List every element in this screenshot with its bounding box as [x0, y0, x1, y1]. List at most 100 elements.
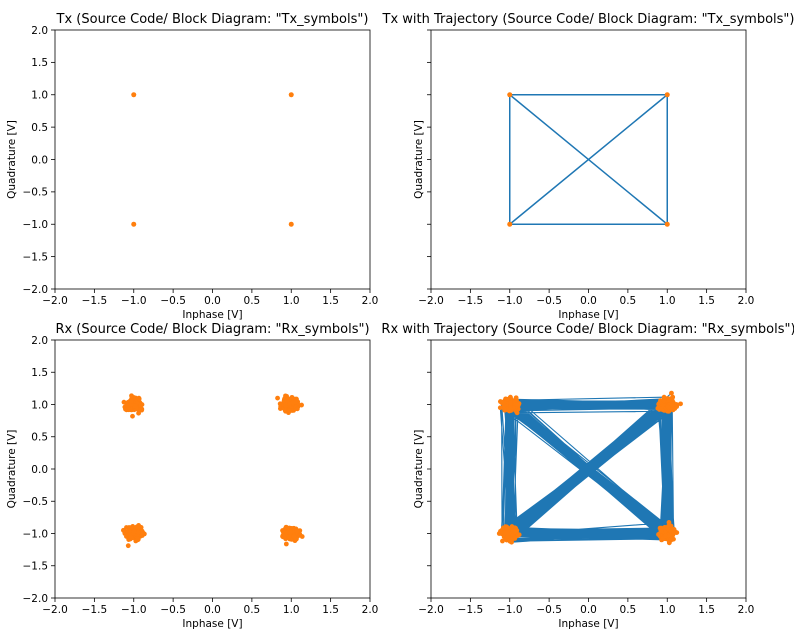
- x-axis-label: Inphase [V]: [182, 618, 242, 630]
- x-tick-label: −1.5: [458, 295, 484, 307]
- y-tick-label: −0.5: [23, 187, 49, 199]
- axes-frame: [54, 29, 371, 290]
- plot-area: [121, 393, 305, 549]
- data-point: [508, 406, 514, 412]
- y-tick-label: −1.5: [23, 251, 49, 263]
- data-point: [507, 221, 513, 227]
- data-point: [299, 402, 304, 408]
- data-point: [288, 221, 294, 227]
- x-tick-label: −2.0: [42, 604, 68, 616]
- plot-area: [507, 92, 670, 227]
- x-tick-label: 0.0: [580, 604, 597, 616]
- data-point: [678, 401, 683, 407]
- data-point: [658, 528, 664, 534]
- plot-area: [496, 390, 683, 546]
- data-point: [130, 413, 135, 419]
- data-point: [507, 92, 513, 98]
- chart-panel-1: Tx (Source Code/ Block Diagram: "Tx_symb…: [6, 12, 378, 321]
- chart-title: Tx (Source Code/ Block Diagram: "Tx_symb…: [56, 12, 369, 27]
- data-point: [136, 396, 142, 402]
- x-axis-label: Inphase [V]: [182, 309, 242, 321]
- y-tick-label: −0.5: [23, 496, 49, 508]
- data-point: [121, 527, 126, 533]
- series-symbols: [507, 92, 670, 227]
- data-point: [291, 533, 297, 539]
- x-tick-label: 0.0: [204, 604, 221, 616]
- data-point: [502, 407, 508, 413]
- y-tick-label: 0.0: [31, 154, 48, 166]
- x-tick-label: 0.5: [244, 604, 261, 616]
- series-symbols: [496, 390, 683, 546]
- x-tick-label: −0.5: [536, 604, 562, 616]
- x-tick-label: 1.5: [698, 295, 715, 307]
- data-point: [502, 530, 508, 536]
- x-tick-label: 1.5: [698, 604, 715, 616]
- data-point: [508, 400, 513, 406]
- data-point: [505, 396, 510, 402]
- data-point: [669, 390, 674, 396]
- data-point: [282, 533, 288, 539]
- y-tick-label: 0.0: [31, 464, 48, 476]
- data-point: [128, 402, 134, 407]
- data-point: [497, 399, 503, 404]
- data-point: [666, 397, 672, 403]
- x-tick-label: 1.5: [322, 604, 339, 616]
- y-tick-label: 2.0: [31, 25, 48, 37]
- series-trajectory: [498, 392, 682, 544]
- data-point: [674, 402, 679, 408]
- data-point: [501, 400, 507, 405]
- y-tick-label: −1.5: [23, 561, 49, 573]
- axes-frame: [54, 339, 371, 599]
- y-axis-label: Quadrature [V]: [6, 430, 18, 509]
- x-tick-label: 0.5: [244, 295, 261, 307]
- data-point: [504, 524, 510, 530]
- chart-title: Rx with Trajectory (Source Code/ Block D…: [381, 322, 794, 337]
- data-point: [299, 534, 305, 539]
- x-tick-label: 2.0: [738, 604, 755, 616]
- y-tick-label: −2.0: [23, 284, 49, 296]
- data-point: [506, 530, 512, 536]
- data-point: [136, 524, 142, 530]
- x-tick-label: −0.5: [160, 604, 186, 616]
- x-tick-label: −1.0: [121, 295, 147, 307]
- x-tick-label: −1.0: [497, 295, 523, 307]
- data-point: [661, 398, 667, 404]
- data-point: [135, 529, 141, 535]
- series-symbols: [131, 92, 294, 227]
- x-tick-label: 1.0: [659, 604, 676, 616]
- data-point: [514, 402, 520, 407]
- data-point: [670, 394, 676, 400]
- data-point: [287, 529, 293, 535]
- data-point: [129, 398, 134, 404]
- data-point: [294, 528, 300, 534]
- x-tick-label: 0.0: [580, 295, 597, 307]
- y-tick-label: 1.0: [31, 90, 48, 102]
- x-tick-label: −1.5: [82, 604, 108, 616]
- series-symbols: [121, 393, 305, 549]
- y-tick-label: 0.5: [31, 122, 48, 134]
- data-point: [128, 534, 134, 540]
- data-point: [283, 524, 289, 530]
- chart-panel-3: Rx (Source Code/ Block Diagram: "Rx_symb…: [6, 322, 378, 630]
- x-axis-label: Inphase [V]: [558, 309, 618, 321]
- data-point: [131, 529, 137, 535]
- chart-title: Tx with Trajectory (Source Code/ Block D…: [382, 12, 794, 27]
- data-point: [287, 408, 292, 413]
- data-point: [129, 393, 134, 399]
- data-point: [664, 221, 670, 227]
- data-point: [275, 395, 280, 401]
- y-tick-label: −1.0: [23, 528, 49, 540]
- series-trajectory: [509, 94, 668, 225]
- y-tick-label: −1.0: [23, 219, 49, 231]
- data-point: [283, 541, 289, 547]
- x-tick-label: −2.0: [42, 295, 68, 307]
- x-tick-label: −2.0: [418, 295, 444, 307]
- data-point: [498, 528, 503, 534]
- data-point: [514, 410, 520, 416]
- x-tick-label: 1.5: [322, 295, 339, 307]
- data-point: [497, 405, 503, 411]
- data-point: [292, 399, 298, 405]
- y-axis-label: Quadrature [V]: [413, 120, 425, 199]
- data-point: [282, 408, 288, 413]
